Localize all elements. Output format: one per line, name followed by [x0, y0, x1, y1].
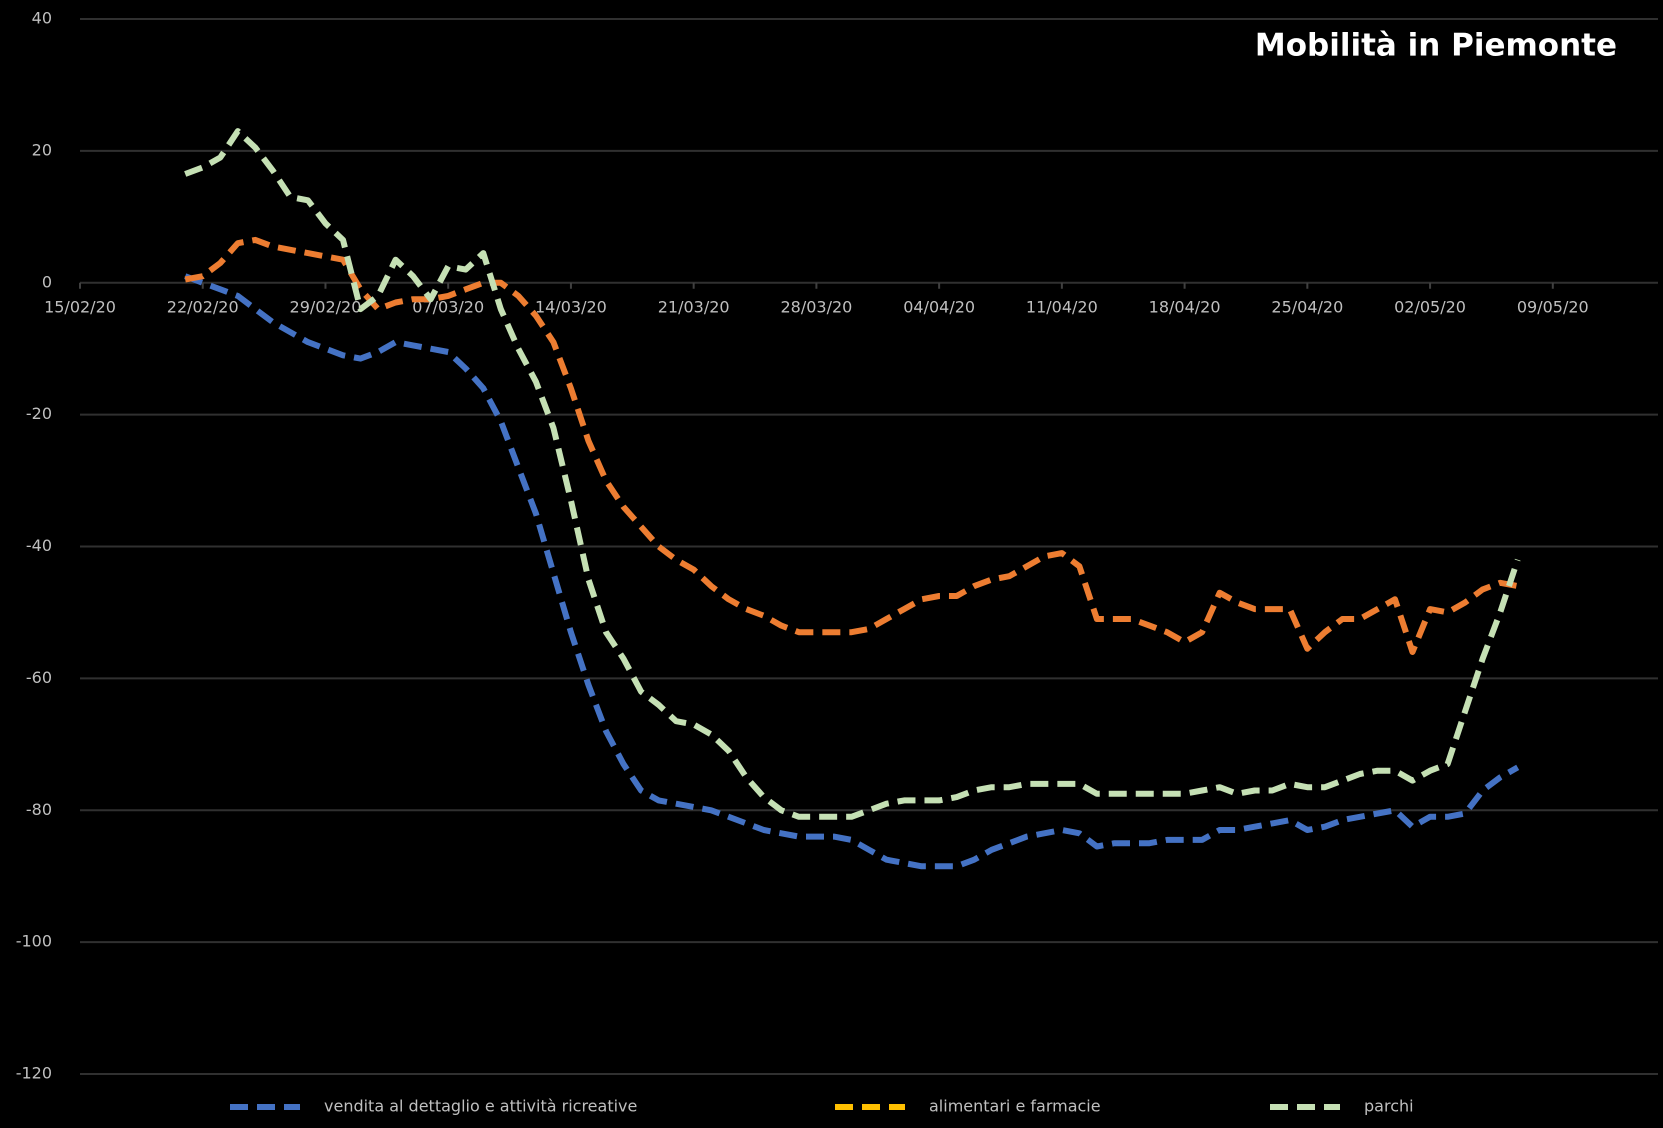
- series-line: [184, 236, 1519, 655]
- chart-title: Mobilità in Piemonte: [1255, 28, 1617, 64]
- y-tick-label: 0: [42, 272, 52, 291]
- x-tick-label: 29/02/20: [290, 297, 362, 316]
- y-tick-label: -20: [26, 404, 52, 423]
- x-tick-label: 11/04/20: [1026, 297, 1098, 316]
- x-tick-label: 22/02/20: [167, 297, 239, 316]
- x-tick-label: 25/04/20: [1271, 297, 1343, 316]
- series-line: [184, 128, 1521, 820]
- y-tick-label: -100: [16, 932, 52, 951]
- x-tick-label: 02/05/20: [1394, 297, 1466, 316]
- x-tick-label: 04/04/20: [903, 297, 975, 316]
- legend-label: parchi: [1364, 1097, 1414, 1116]
- x-tick-label: 15/02/20: [44, 297, 116, 316]
- x-tick-label: 18/04/20: [1149, 297, 1221, 316]
- x-tick-label: 28/03/20: [780, 297, 852, 316]
- x-tick-label: 14/03/20: [535, 297, 607, 316]
- y-tick-label: -40: [26, 536, 52, 555]
- y-tick-label: 20: [32, 140, 52, 159]
- series-line: [184, 273, 1520, 870]
- legend-label: alimentari e farmacie: [929, 1097, 1101, 1116]
- y-tick-label: -60: [26, 668, 52, 687]
- y-tick-label: -120: [16, 1064, 52, 1083]
- x-tick-label: 09/05/20: [1517, 297, 1589, 316]
- y-tick-label: 40: [32, 9, 52, 28]
- x-tick-label: 21/03/20: [658, 297, 730, 316]
- y-tick-label: -80: [26, 800, 52, 819]
- legend-label: vendita al dettaglio e attività ricreati…: [324, 1097, 637, 1116]
